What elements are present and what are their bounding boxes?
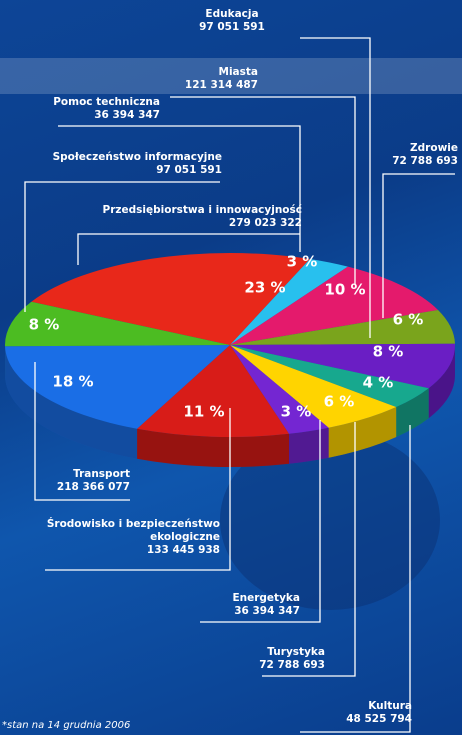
pie-side-shade: [428, 345, 455, 419]
category-name: Kultura: [368, 700, 412, 712]
percent-label: 11 %: [183, 403, 224, 421]
category-label: Społeczeństwo informacyjne 97 051 591: [53, 151, 222, 177]
category-name: Edukacja: [205, 8, 259, 20]
leader-line: [77, 233, 300, 265]
leader-line: [170, 96, 356, 285]
shadow-shape: [220, 430, 440, 610]
amount: 97 051 591: [199, 21, 265, 33]
pie-slice: [230, 345, 397, 428]
leader-line: [24, 181, 220, 312]
percent-label: 6 %: [324, 393, 355, 411]
pie-side-shade: [288, 427, 329, 464]
percent-label: 10 %: [324, 281, 365, 299]
category-label: Kultura 48 525 794: [346, 700, 412, 726]
category-label: Miasta 121 314 487: [185, 66, 258, 92]
pie-slice: [230, 345, 429, 408]
footnote: *stan na 14 grudnia 2006: [2, 720, 131, 731]
percent-label: 6 %: [393, 311, 424, 329]
amount: 36 394 347: [94, 109, 160, 121]
leader-line: [200, 420, 321, 623]
pie-side: [137, 428, 289, 468]
amount: 218 366 077: [56, 481, 130, 493]
pie-side-shade: [137, 428, 289, 468]
pie-side: [5, 346, 138, 459]
category-name: Zdrowie: [410, 142, 458, 154]
amount: 36 394 347: [234, 605, 300, 617]
category-name: Energetyka: [232, 592, 300, 604]
leader-line: [34, 362, 130, 501]
amount: 133 445 938: [146, 544, 220, 556]
percent-label: 8 %: [29, 316, 60, 334]
category-label: Energetyka 36 394 347: [232, 592, 300, 618]
pie-side: [428, 345, 455, 419]
pie-slice: [230, 258, 348, 345]
light-band: [0, 58, 462, 94]
pie-slice: [230, 345, 329, 434]
category-label: Transport 218 366 077: [57, 468, 130, 494]
pie-slice: [5, 345, 231, 429]
leader-line: [45, 408, 231, 571]
pie-side: [396, 388, 429, 438]
category-name: Środowisko i bezpieczeństwo ekologiczne: [46, 518, 220, 543]
percent-label: 4 %: [363, 374, 394, 392]
percent-label: 3 %: [287, 253, 318, 271]
amount: 279 023 322: [228, 217, 302, 229]
leader-line: [300, 37, 371, 338]
amount: 72 788 693: [392, 155, 458, 167]
amount: 121 314 487: [184, 79, 258, 91]
category-name: Pomoc techniczna: [53, 96, 160, 108]
amount: 97 051 591: [156, 164, 222, 176]
category-name: Turystyka: [267, 646, 325, 658]
category-label: Edukacja 97 051 591: [132, 8, 332, 34]
pie-slice: [31, 253, 310, 345]
pie-slice: [4, 301, 230, 347]
leader-line: [382, 173, 455, 318]
percent-label: 3 %: [281, 403, 312, 421]
percent-label: 8 %: [373, 343, 404, 361]
amount: 72 788 693: [259, 659, 325, 671]
category-name: Przedsiębiorstwa i innowacyjność: [102, 204, 302, 216]
category-label: Środowisko i bezpieczeństwo ekologiczne 1…: [40, 518, 220, 557]
amount: 48 525 794: [346, 713, 412, 725]
percent-label: 18 %: [52, 373, 93, 391]
pie-side-shade: [5, 346, 138, 459]
category-label: Przedsiębiorstwa i innowacyjność 279 023 …: [103, 204, 302, 230]
pie-side: [288, 427, 329, 464]
category-label: Zdrowie 72 788 693: [392, 142, 458, 168]
leader-line: [262, 422, 356, 677]
pie-side-shade: [396, 388, 429, 438]
pie-side: [328, 407, 397, 458]
category-label: Turystyka 72 788 693: [259, 646, 325, 672]
pie-slice: [230, 343, 455, 389]
category-name: Transport: [73, 468, 130, 480]
category-name: Miasta: [218, 66, 259, 78]
pie-slice: [230, 309, 455, 345]
leader-line: [58, 125, 301, 252]
pie-slice: [230, 266, 439, 345]
category-name: Społeczeństwo informacyjne: [52, 151, 222, 163]
leader-line: [300, 425, 411, 733]
category-label: Pomoc techniczna 36 394 347: [53, 96, 160, 122]
percent-label: 23 %: [244, 279, 285, 297]
pie-side-shade: [328, 407, 397, 458]
pie-slice: [137, 345, 289, 438]
